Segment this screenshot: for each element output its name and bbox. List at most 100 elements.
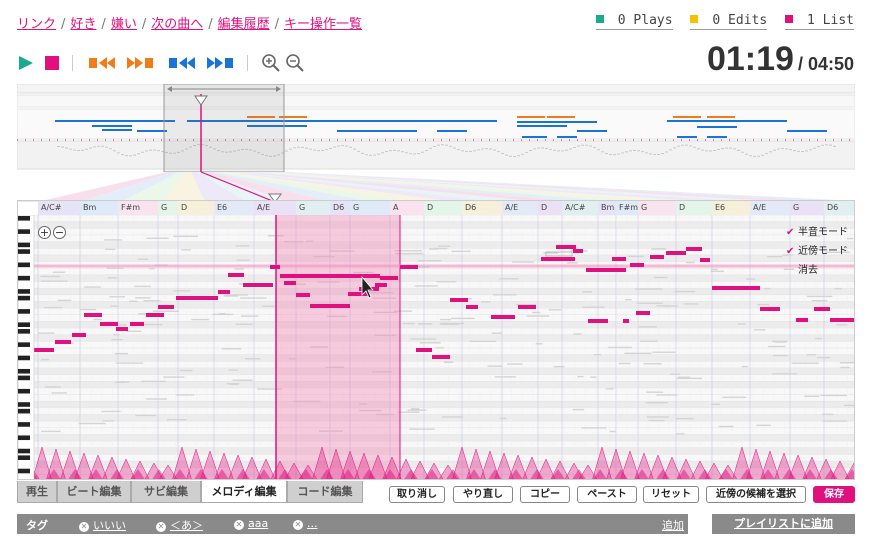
chord-label[interactable]: A/E — [502, 201, 538, 215]
stats-bar: 0 Plays 0 Edits 1 List — [586, 13, 854, 30]
tab-melody-edit[interactable]: メロディ編集 — [201, 481, 287, 503]
remove-tag-icon[interactable]: ✕ — [234, 520, 244, 530]
overview-melody-waveform — [57, 144, 836, 157]
overview-note-marks — [55, 116, 827, 138]
erase-mode-option[interactable]: 消去 — [798, 265, 818, 276]
stop-icon[interactable] — [43, 52, 61, 74]
separator — [247, 55, 248, 71]
timeline-zoom-fan — [17, 172, 855, 202]
reset-button[interactable]: リセット — [643, 486, 699, 503]
remove-tag-icon[interactable]: ✕ — [156, 522, 166, 532]
next-beat-icon[interactable] — [123, 52, 155, 74]
chord-label[interactable]: G — [350, 201, 390, 215]
chord-label[interactable]: A/C# — [38, 201, 80, 215]
chord-label[interactable]: G — [158, 201, 178, 215]
nav-separator: / — [101, 17, 106, 32]
play-icon[interactable] — [17, 52, 35, 74]
chord-label[interactable]: D6 — [330, 201, 350, 215]
nav-link-edit-history[interactable]: 編集履歴 — [217, 17, 270, 32]
editor-playhead-marker[interactable] — [268, 193, 282, 202]
chord-label[interactable]: A/E — [750, 201, 790, 215]
nav-separator: / — [61, 17, 66, 32]
chord-label[interactable]: F#m — [616, 201, 638, 215]
tab-chord-edit[interactable]: コード編集 — [287, 481, 363, 503]
chord-label[interactable]: G — [296, 201, 330, 215]
tag-bar: タグ ✕ いいい ✕ ＜あ＞ ✕ aaa ✕... 追加 — [17, 514, 688, 534]
chord-label[interactable]: D6 — [462, 201, 502, 215]
nav-link-next-song[interactable]: 次の曲へ — [151, 17, 204, 32]
save-button[interactable]: 保存 — [813, 486, 855, 503]
chord-label[interactable]: A/E — [254, 201, 296, 215]
edits-count: 0 Edits — [712, 13, 768, 28]
copy-button[interactable]: コピー — [520, 486, 570, 503]
redo-button[interactable]: やり直し — [453, 486, 513, 503]
editor-zoom-controls: + − — [38, 221, 68, 240]
overview-timeline[interactable] — [17, 84, 855, 172]
piano-roll[interactable] — [18, 215, 855, 480]
overview-viewport[interactable] — [163, 84, 285, 172]
chord-label[interactable]: D — [538, 201, 562, 215]
chord-label[interactable]: A/C# — [562, 201, 598, 215]
prev-beat-icon[interactable] — [87, 52, 119, 74]
tag-item: ✕ ＜あ＞ — [156, 519, 203, 532]
tab-chorus-edit[interactable]: サビ編集 — [131, 481, 201, 503]
separator — [72, 55, 73, 71]
chord-label[interactable]: E6 — [712, 201, 750, 215]
selection-region[interactable] — [276, 215, 400, 480]
mode-options: ✔ 半音モード ✔ 近傍モード 消去 — [786, 223, 848, 280]
undo-button[interactable]: 取り消し — [389, 486, 445, 503]
top-nav: リンク / 好き / 嫌い / 次の曲へ / 編集履歴 / キー操作一覧 — [17, 13, 362, 32]
chord-label[interactable]: D — [424, 201, 462, 215]
chord-label[interactable]: A — [390, 201, 424, 215]
semitone-mode-option[interactable]: ✔ 半音モード — [786, 223, 848, 242]
add-to-playlist-button[interactable]: プレイリストに追加 — [712, 514, 855, 534]
tab-playback[interactable]: 再生 — [17, 481, 57, 503]
nav-separator: / — [274, 17, 280, 32]
checkmark-icon: ✔ — [786, 227, 795, 238]
nav-link-dislike[interactable]: 嫌い — [110, 17, 137, 32]
chord-label[interactable]: D — [676, 201, 712, 215]
remove-tag-icon[interactable]: ✕ — [293, 520, 303, 530]
remove-tag-icon[interactable]: ✕ — [79, 522, 89, 532]
nav-link-like[interactable]: 好き — [70, 17, 97, 32]
chord-label[interactable]: D — [178, 201, 214, 215]
list-color-swatch — [785, 15, 794, 23]
total-time: / 04:50 — [797, 54, 854, 74]
next-chorus-icon[interactable] — [203, 52, 235, 74]
player-controls — [17, 52, 317, 74]
list-stat: 1 List — [785, 13, 854, 30]
plays-stat: 0 Plays — [595, 13, 673, 30]
tab-beat-edit[interactable]: ビート編集 — [57, 481, 131, 503]
chord-label[interactable]: G — [638, 201, 676, 215]
chord-label[interactable]: Bm — [80, 201, 118, 215]
overview-playhead-marker[interactable] — [194, 95, 208, 106]
tag-item: ✕ いいい — [79, 519, 126, 532]
chord-label[interactable]: G — [790, 201, 824, 215]
checkmark-icon: ✔ — [786, 246, 795, 257]
tag-item: ✕ aaa — [234, 517, 269, 530]
zoom-out-icon[interactable] — [285, 52, 305, 74]
zoom-in-icon[interactable] — [261, 52, 281, 74]
prev-chorus-icon[interactable] — [167, 52, 199, 74]
editor-zoom-out-button[interactable]: − — [53, 226, 66, 239]
melody-editor[interactable]: A/C# Bm F#m G D E6 A/E G D6 G A D D6 A/E D A/C# Bm F#m G D E… — [17, 200, 855, 480]
tag-label: タグ — [26, 519, 48, 532]
mouse-cursor-icon — [361, 275, 374, 299]
nav-link-links[interactable]: リンク — [17, 17, 57, 32]
chord-row: A/C# Bm F#m G D E6 A/E G D6 G A D D6 A/E D A/C# Bm F#m G D E… — [18, 201, 854, 215]
add-tag-link[interactable]: 追加 — [662, 519, 684, 532]
current-time: 01:19 — [706, 40, 794, 78]
plays-color-swatch — [595, 15, 604, 23]
select-neighbor-candidate-button[interactable]: 近傍の候補を選択 — [706, 486, 806, 503]
paste-button[interactable]: ペースト — [577, 486, 637, 503]
nav-link-keyboard-shortcuts[interactable]: キー操作一覧 — [284, 17, 363, 32]
edits-stat: 0 Edits — [690, 13, 768, 30]
nav-separator: / — [208, 17, 213, 32]
editor-zoom-in-button[interactable]: + — [38, 226, 51, 239]
neighbor-mode-option[interactable]: ✔ 近傍モード — [786, 242, 848, 261]
chord-label[interactable]: Bm — [598, 201, 616, 215]
tag-item: ✕... — [293, 517, 318, 530]
chord-label[interactable]: D6 — [824, 201, 854, 215]
chord-label[interactable]: E6 — [214, 201, 254, 215]
chord-label[interactable]: F#m — [118, 201, 158, 215]
